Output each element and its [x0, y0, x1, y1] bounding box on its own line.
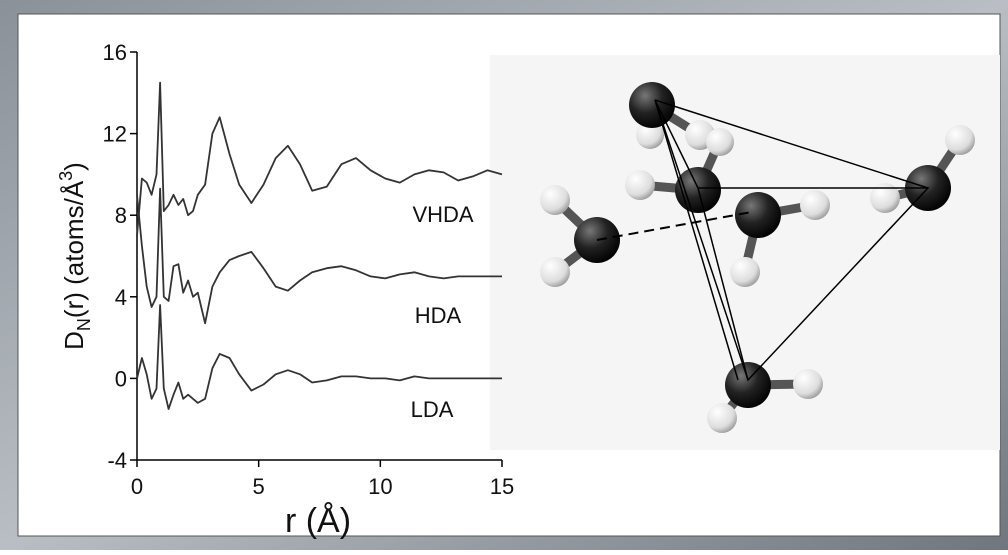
y-axis-label-part: D: [59, 331, 89, 350]
molecule-diagram: [490, 55, 1000, 450]
series-line: [136, 81, 503, 236]
series-line: [136, 304, 502, 410]
y-axis-label-part: N: [74, 318, 94, 331]
y-tick-label: 12: [103, 122, 127, 147]
hydrogen-atoms: [540, 120, 975, 433]
x-tick-label: 5: [253, 474, 265, 499]
y-axis-label-part: ): [59, 162, 89, 171]
x-axis-label: r (Å): [285, 502, 351, 540]
series-label: VHDA: [412, 202, 473, 227]
y-tick-label: 16: [103, 40, 127, 65]
x-tick-label: 10: [368, 474, 392, 499]
series-line: [136, 187, 502, 325]
y-axis-label-part: 3: [56, 171, 76, 181]
series-label: LDA: [411, 397, 454, 422]
y-axis-label: DN(r) (atoms/Å3): [56, 162, 94, 350]
y-tick-label: 0: [115, 366, 127, 391]
x-tick-label: 15: [490, 474, 514, 499]
y-tick-label: 8: [115, 203, 127, 228]
series-label: HDA: [415, 303, 462, 328]
y-tick-label: 4: [115, 285, 127, 310]
y-axis-label-part: (r) (atoms/Å: [59, 180, 89, 318]
x-tick-label: 0: [131, 474, 143, 499]
y-tick-label: -4: [107, 448, 127, 473]
tetrahedron: [596, 99, 930, 382]
